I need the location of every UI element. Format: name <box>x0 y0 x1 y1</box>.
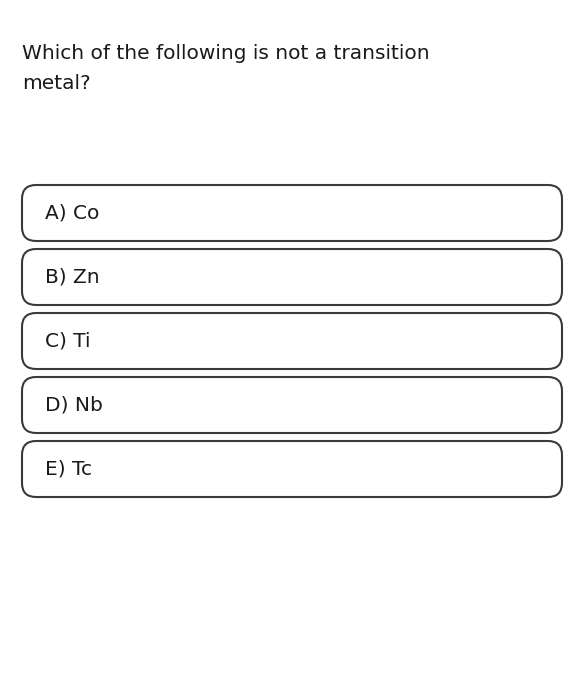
FancyBboxPatch shape <box>22 441 562 497</box>
Text: metal?: metal? <box>22 74 91 93</box>
Text: E) Tc: E) Tc <box>45 459 92 479</box>
Text: C) Ti: C) Ti <box>45 332 91 351</box>
FancyBboxPatch shape <box>22 313 562 369</box>
FancyBboxPatch shape <box>22 185 562 241</box>
Text: A) Co: A) Co <box>45 204 99 223</box>
FancyBboxPatch shape <box>22 377 562 433</box>
Text: Which of the following is not a transition: Which of the following is not a transiti… <box>22 44 430 63</box>
FancyBboxPatch shape <box>22 249 562 305</box>
Text: B) Zn: B) Zn <box>45 267 100 286</box>
Text: D) Nb: D) Nb <box>45 395 103 414</box>
